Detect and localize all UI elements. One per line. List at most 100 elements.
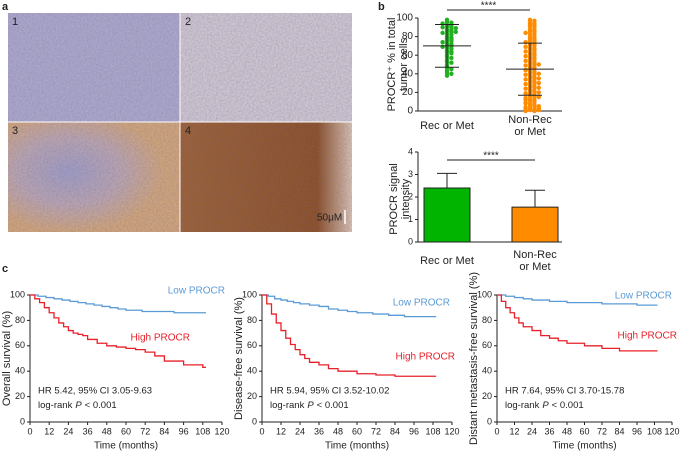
x-tick-label: 96 bbox=[179, 426, 189, 436]
y-tick-label: 100 bbox=[242, 289, 257, 299]
x-tick-label: 0 bbox=[259, 426, 264, 436]
x-tick-label: Non-Rec or Met bbox=[508, 114, 552, 138]
y-tick-label: 0 bbox=[252, 416, 257, 426]
y-tick-label: 0 bbox=[407, 106, 413, 117]
y-tick-label: 0 bbox=[20, 416, 25, 426]
x-tick-label: 48 bbox=[102, 426, 112, 436]
x-tick-label: 108 bbox=[425, 426, 440, 436]
p-value-part: P bbox=[75, 400, 82, 411]
data-point bbox=[440, 39, 445, 45]
y-tick-label: 4 bbox=[408, 146, 413, 156]
annotation: HR 7.64, 95% CI 3.70-15.78 bbox=[505, 386, 624, 397]
y-tick-label: 80 bbox=[15, 315, 25, 325]
p-value-part: log-rank bbox=[270, 400, 305, 411]
x-tick-label: 60 bbox=[121, 426, 131, 436]
p-value-part: P bbox=[542, 400, 549, 411]
y-tick-label: 80 bbox=[247, 315, 257, 325]
survival-curve bbox=[30, 294, 206, 369]
x-tick-label: Rec or Met bbox=[420, 255, 474, 267]
data-point bbox=[444, 73, 450, 78]
bar bbox=[423, 187, 471, 243]
x-tick-label: 120 bbox=[664, 426, 679, 436]
y-axis-label: PROCR signalintensity bbox=[388, 163, 412, 235]
y-tick-label: 100 bbox=[477, 289, 492, 299]
x-tick-label: 24 bbox=[63, 426, 73, 436]
x-tick-label: Non-Rec or Met bbox=[513, 249, 557, 273]
data-point bbox=[449, 66, 454, 72]
y-tick-label: 20 bbox=[15, 391, 25, 401]
data-point bbox=[523, 58, 528, 63]
y-tick-label: 20 bbox=[402, 87, 414, 98]
x-tick-label: 72 bbox=[597, 426, 607, 436]
y-tick-label: 1 bbox=[408, 214, 413, 224]
x-axis-label: Time (months) bbox=[552, 441, 616, 452]
p-value: log-rank P < 0.001 bbox=[270, 400, 349, 411]
survival-curve bbox=[262, 294, 437, 318]
x-tick-label: 12 bbox=[509, 426, 519, 436]
y-tick-label: 60 bbox=[247, 340, 257, 350]
data-point bbox=[523, 39, 528, 45]
data-point bbox=[440, 30, 445, 36]
micrograph-label: 4 bbox=[185, 125, 191, 137]
series-label: Low PROCR bbox=[393, 298, 450, 309]
y-axis-label: PROCR⁺ % in totaltumor cells bbox=[386, 18, 410, 112]
p-value-part: < 0.001 bbox=[552, 400, 584, 411]
data-point bbox=[536, 90, 541, 95]
micrograph-panel: 1 2 3 4 50μM bbox=[8, 13, 352, 232]
y-tick-label: 100 bbox=[10, 289, 25, 299]
x-tick-label: 48 bbox=[333, 426, 343, 436]
x-tick-label: 24 bbox=[295, 426, 305, 436]
significance-label: **** bbox=[483, 151, 499, 162]
data-point bbox=[453, 29, 458, 35]
x-tick-label: 84 bbox=[159, 426, 169, 436]
survival-curve bbox=[497, 294, 658, 306]
panel-label: a bbox=[2, 1, 9, 13]
y-tick-label: 40 bbox=[482, 366, 492, 376]
data-point bbox=[449, 51, 454, 56]
x-tick-label: Rec or Met bbox=[420, 120, 474, 132]
x-tick-label: 36 bbox=[544, 426, 554, 436]
y-tick-label: 40 bbox=[247, 366, 257, 376]
x-tick-label: 108 bbox=[647, 426, 662, 436]
data-point bbox=[523, 72, 528, 77]
x-tick-label: 120 bbox=[444, 426, 459, 436]
micrograph-label: 3 bbox=[12, 125, 18, 137]
data-point bbox=[453, 26, 458, 31]
data-point bbox=[449, 71, 454, 77]
data-point bbox=[536, 104, 541, 109]
p-value: log-rank P < 0.001 bbox=[505, 400, 584, 411]
annotation: HR 5.42, 95% CI 3.05-9.63 bbox=[38, 386, 152, 397]
x-tick-label: 0 bbox=[27, 426, 32, 436]
survival-curve bbox=[497, 294, 658, 352]
panel-label: c bbox=[2, 263, 8, 275]
x-tick-label: 60 bbox=[352, 426, 362, 436]
y-tick-label: 80 bbox=[482, 315, 492, 325]
data-point bbox=[536, 71, 541, 77]
data-point bbox=[440, 25, 445, 30]
data-point bbox=[523, 67, 528, 73]
y-tick-label: 100 bbox=[396, 13, 413, 24]
y-tick-label: 20 bbox=[482, 391, 492, 401]
x-tick-label: 84 bbox=[390, 426, 400, 436]
x-tick-label: 120 bbox=[214, 426, 229, 436]
x-axis-label: Time (months) bbox=[325, 441, 389, 452]
data-point bbox=[449, 55, 454, 61]
scale-bar-label: 50μM bbox=[317, 213, 342, 224]
x-tick-label: 60 bbox=[579, 426, 589, 436]
p-value-part: log-rank bbox=[505, 400, 540, 411]
data-point bbox=[523, 97, 528, 103]
x-tick-label: 48 bbox=[562, 426, 572, 436]
survival-curve bbox=[262, 294, 437, 377]
series-label: High PROCR bbox=[396, 352, 455, 363]
p-value-part: P bbox=[307, 400, 314, 411]
data-point bbox=[523, 63, 528, 68]
p-value-part: log-rank bbox=[38, 400, 73, 411]
y-axis-label: Disease-free survival (%) bbox=[233, 297, 245, 420]
data-point bbox=[440, 44, 445, 50]
x-axis-label: Time (months) bbox=[94, 441, 158, 452]
y-tick-label: 3 bbox=[408, 169, 413, 179]
y-tick-label: 60 bbox=[15, 340, 25, 350]
x-tick-label: 72 bbox=[371, 426, 381, 436]
y-tick-label: 40 bbox=[15, 366, 25, 376]
